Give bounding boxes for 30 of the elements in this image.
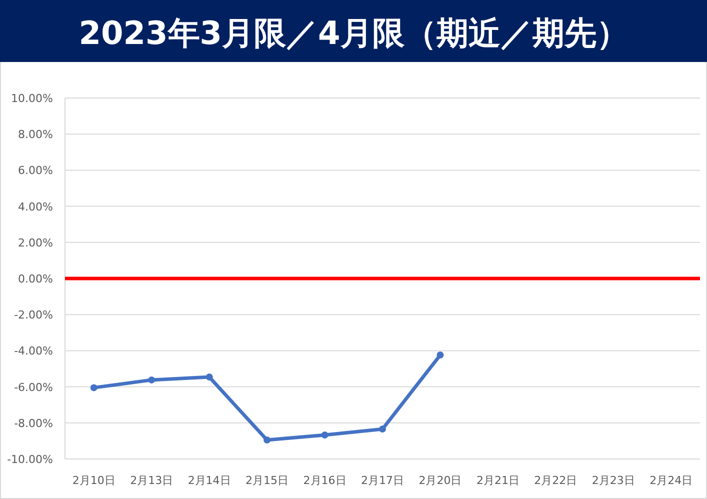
y-tick-label: 4.00% [18,200,53,214]
x-tick-label: 2月15日 [246,474,289,487]
x-tick-label: 2月16日 [303,474,346,487]
x-tick-label: 2月23日 [592,474,635,487]
y-tick-label: 2.00% [18,236,53,250]
y-tick-label: 10.00% [11,92,53,105]
point [379,426,386,433]
x-tick-label: 2月21日 [476,474,520,487]
x-tick-label: 2月20日 [418,474,462,487]
x-tick-label: 2月13日 [130,474,174,487]
y-tick-label: -4.00% [14,344,53,358]
y-tick-label: 6.00% [18,164,53,178]
y-tick-label: -10.00% [7,453,53,466]
x-tick-label: 2月22日 [534,474,578,487]
y-tick-label: -2.00% [14,308,53,322]
x-tick-label: 2月14日 [188,474,231,487]
y-tick-label: -8.00% [14,416,53,430]
x-tick-label: 2月10日 [72,474,116,487]
x-tick-label: 2月24日 [650,474,693,487]
point [436,352,444,359]
x-tick-label: 2月17日 [361,474,404,487]
point [206,374,213,381]
point [90,384,98,392]
y-tick-label: -6.00% [14,380,53,394]
point [264,436,271,444]
point [321,431,328,438]
y-tick-label: 0.00% [18,272,53,286]
point [148,376,156,384]
chart-title: 2023年3月限／4月限（期近／期先） [78,14,628,52]
y-tick-label: 8.00% [18,128,53,142]
